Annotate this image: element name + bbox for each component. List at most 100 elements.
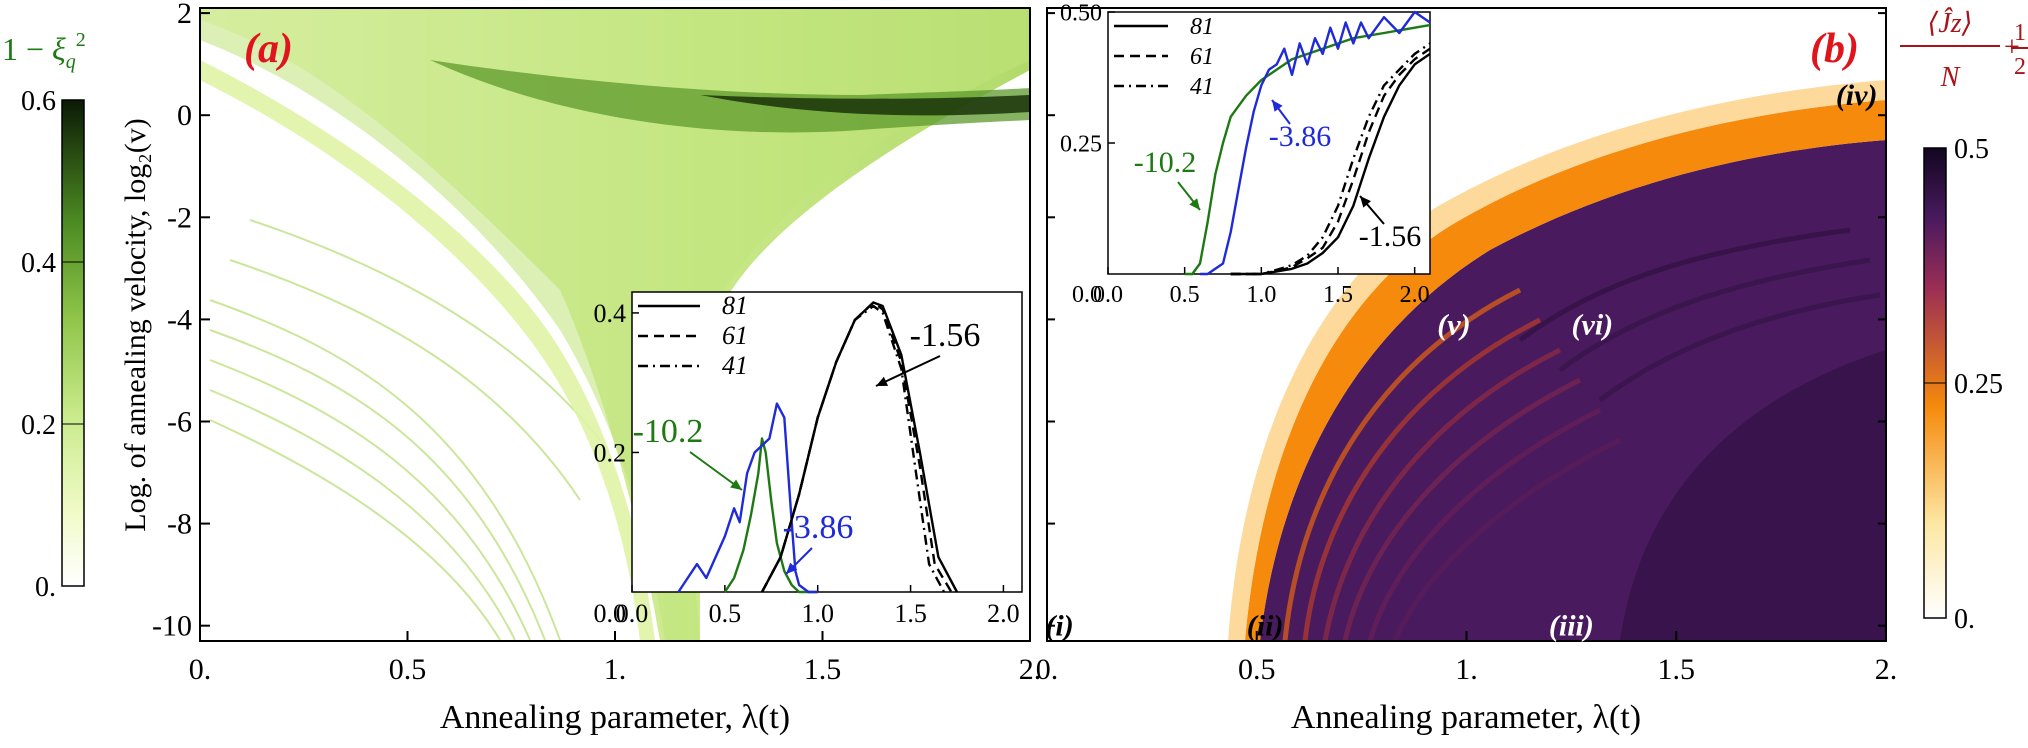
inset-xtick-label: 0.5 <box>709 599 742 628</box>
panel-b-xtick-label: 1. <box>1455 653 1478 686</box>
panel-a-mid-region <box>200 8 1030 641</box>
panel-b-colorbar-title: ⟨Ĵz⟩ N + 1 2 <box>1900 8 2028 93</box>
panel-b-inset: 0.0 0.5 1.0 1.5 2.0 0.0 0.25 0.50 81 61 41 -10.2 -3.… <box>1060 0 1431 308</box>
panel-b-colorbar-ticks: 0. 0.25 0.5 <box>1924 134 2003 635</box>
panel-b-heatmap <box>1046 7 1887 642</box>
panel-b-axes: 0. 0.5 1. 1.5 2. <box>1036 12 1898 686</box>
panel-a-colorbar-gradient <box>61 99 85 587</box>
region-label: (v) <box>1437 309 1470 342</box>
inset-annotation-arrowhead <box>1272 100 1283 112</box>
inset-ytick-label: 0.0 <box>1072 282 1102 308</box>
colorbar-title-sup: 2 <box>76 29 86 51</box>
panel-b-ripples <box>1282 227 1881 641</box>
inset-annotation: -1.56 <box>910 317 981 354</box>
cbar-b-tick-label: 0.25 <box>1954 369 2003 400</box>
panel-a-ytick-label: -8 <box>167 508 192 541</box>
region-label: (iv) <box>1836 79 1878 112</box>
inset-series-line <box>677 402 818 594</box>
inset-annotation-arrow <box>875 355 941 387</box>
inset-ytick-label: 0.25 <box>1060 131 1102 157</box>
inset-annotation-arrowhead <box>876 376 889 386</box>
panel-b-label: (b) <box>1810 26 1859 72</box>
inset-legend-label: 61 <box>1190 44 1214 70</box>
region-label: (iii) <box>1549 610 1594 643</box>
inset-annotation: -3.86 <box>783 509 854 546</box>
panel-a-ridge-core <box>700 95 1030 116</box>
panel-a-axes: 0. 0.5 1. 1.5 2. -10 -8 -6 -4 -2 0 2 <box>152 0 1041 686</box>
inset-ytick-label: 0.2 <box>594 439 627 468</box>
inset-annotation: -10.2 <box>1134 146 1197 179</box>
panel-a-ytick-label: 2 <box>177 0 192 30</box>
colorbar-b-title-frac-den: 2 <box>2014 54 2026 80</box>
panel-a-xtick-label: 0.5 <box>389 653 427 686</box>
cbar-a-tick-label: 0.2 <box>21 410 56 441</box>
panel-a-ytick-label: -10 <box>152 610 192 643</box>
inset-ytick-label: 0.50 <box>1060 0 1102 26</box>
inset-xtick-label: 1.5 <box>1323 282 1353 308</box>
panel-a-xlabel: Annealing parameter, λ(t) <box>440 699 790 736</box>
inset-xtick-label: 1.0 <box>1246 282 1276 308</box>
region-label: (ii) <box>1247 610 1284 643</box>
panel-b-xtick-label: 1.5 <box>1658 653 1696 686</box>
inset-xtick-label: 2.0 <box>1400 282 1430 308</box>
inset-xtick-label: 0.5 <box>1170 282 1200 308</box>
panel-b-inset-plot: 0.0 0.5 1.0 1.5 2.0 0.0 0.25 0.50 81 61 41 -10.2 -3.… <box>1060 0 1431 308</box>
panel-a-ytick-label: -2 <box>167 201 192 234</box>
panel-a-xtick-label: 1.5 <box>804 653 842 686</box>
panel-a-xtick-label: 1. <box>604 653 627 686</box>
inset-legend-label: 61 <box>722 321 748 350</box>
cbar-b-tick-label: 0.5 <box>1954 134 1989 165</box>
inset-annotation-arrowhead <box>1189 198 1200 210</box>
inset-legend-label: 81 <box>722 291 748 320</box>
panel-a-inset-background <box>632 292 1022 592</box>
panel-a-xtick-label: 0. <box>189 653 212 686</box>
panel-a-colorbar: 0. 0.2 0.4 0.6 1 − ξq2 <box>2 29 86 603</box>
cbar-a-tick-label: 0.6 <box>21 86 56 117</box>
inset-legend-label: 41 <box>722 351 748 380</box>
panel-a-label: (a) <box>244 26 293 72</box>
panel-b-xlabel: Annealing parameter, λ(t) <box>1291 699 1641 736</box>
cbar-b-tick-label: 0. <box>1954 604 1975 635</box>
colorbar-title-sub: q <box>66 51 76 73</box>
panel-b-orange-band <box>1245 100 1886 641</box>
panel-a-colorbar-ticks: 0. 0.2 0.4 0.6 <box>21 86 84 603</box>
panel-b-xtick-label: 0. <box>1036 653 1059 686</box>
inset-annotation-arrowhead <box>786 562 798 574</box>
cbar-a-tick-label: 0.4 <box>21 248 56 279</box>
colorbar-b-title-num: ⟨Ĵz⟩ <box>1927 8 1972 39</box>
colorbar-title-symbol: ξ <box>52 31 66 67</box>
region-label: (vi) <box>1572 309 1614 342</box>
panel-a-ylabel: Log. of annealing velocity, log₂(v) <box>119 118 152 531</box>
panel-b-xtick-label: 2. <box>1875 653 1898 686</box>
inset-annotation: -1.56 <box>1359 220 1422 253</box>
panel-b-dark-region <box>1620 350 1886 641</box>
inset-ytick-label: 0.4 <box>594 299 627 328</box>
inset-xtick-label: 1.0 <box>801 599 834 628</box>
region-label: (i) <box>1045 610 1073 643</box>
inset-annotation-arrowhead <box>730 479 742 490</box>
inset-series-line <box>1230 42 1431 276</box>
panel-b-region-labels: (i) (ii) (iii) (iv) (v) (vi) <box>1045 79 1877 643</box>
panel-a-inset-frame <box>631 291 1023 593</box>
panel-a-ripples <box>209 219 601 641</box>
inset-annotation: -10.2 <box>633 413 704 450</box>
panel-b-xtick-label: 0.5 <box>1238 653 1276 686</box>
inset-series-line <box>1230 47 1431 276</box>
panel-a-ytick-label: -6 <box>167 405 192 438</box>
colorbar-title-prefix: 1 − <box>2 31 52 67</box>
inset-annotation-arrowhead <box>1360 196 1371 208</box>
colorbar-b-title-den: N <box>1940 62 1961 93</box>
inset-series-line <box>760 301 953 593</box>
colorbar-b-title-frac-num: 1 <box>2014 20 2026 46</box>
inset-annotation: -3.86 <box>1269 120 1332 153</box>
inset-xtick-label: 1.5 <box>894 599 927 628</box>
inset-series-line <box>760 304 946 593</box>
inset-legend-label: 41 <box>1190 74 1214 100</box>
inset-xtick-label: 0.0 <box>616 599 649 628</box>
panel-b-inset-background <box>1108 12 1430 274</box>
panel-a-colorbar-title: 1 − ξq2 <box>2 29 86 73</box>
panel-b-colorbar: 0. 0.25 0.5 ⟨Ĵz⟩ N + 1 2 <box>1900 8 2028 635</box>
